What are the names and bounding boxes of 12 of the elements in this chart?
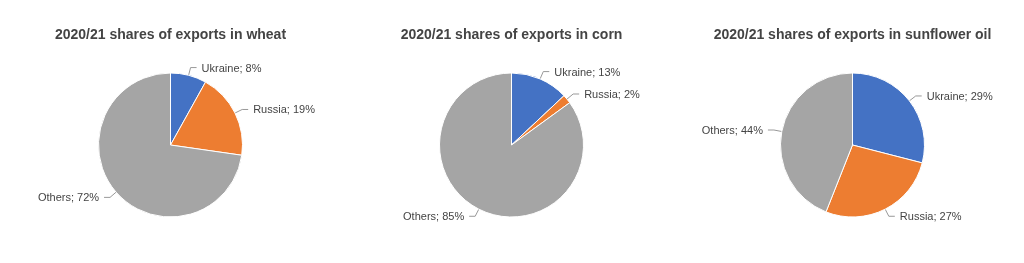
slice-label: Others; 44% [701,124,764,137]
slice-label: Russia; 19% [253,103,316,116]
slice-label: Russia; 2% [584,88,640,101]
slice-label: Ukraine; 8% [201,61,262,74]
slice-label: Russia; 27% [899,210,962,223]
slice-label: Ukraine; 29% [926,89,993,102]
chart-title: 2020/21 shares of exports in sunflower oil [713,26,992,42]
chart-title: 2020/21 shares of exports in wheat [54,26,287,42]
slice-label: Others; 72% [37,191,100,204]
slice-label: Others; 85% [403,210,465,223]
chart-title: 2020/21 shares of exports in corn [400,26,623,42]
slice-label: Ukraine; 13% [554,65,621,78]
